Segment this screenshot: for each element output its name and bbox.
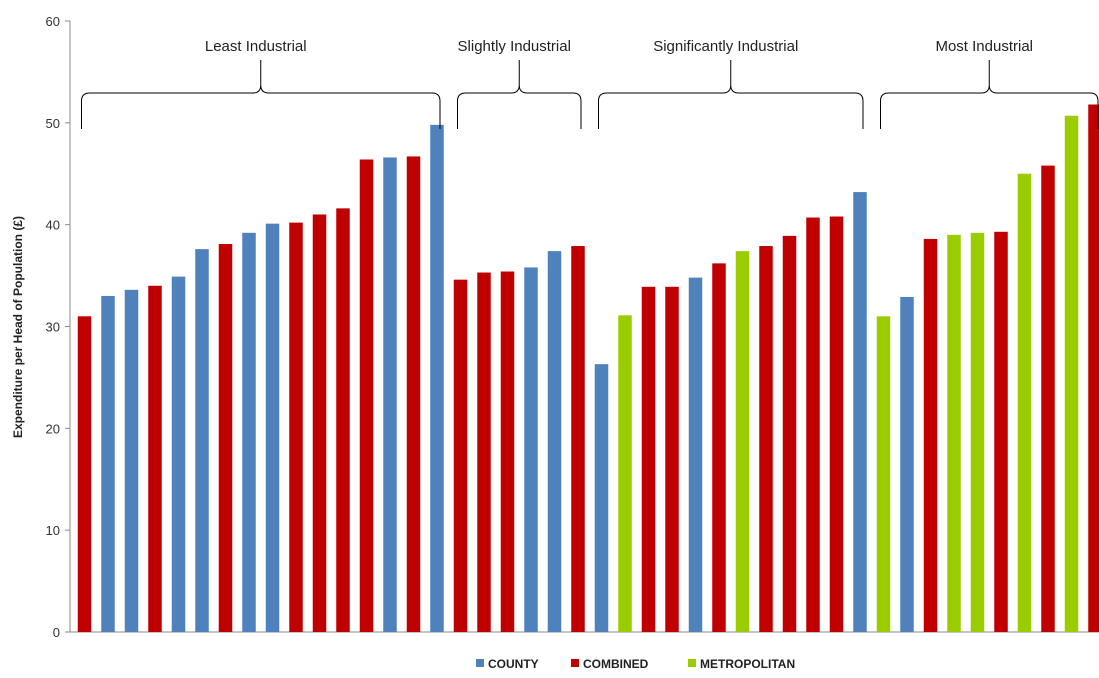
bar [383, 157, 397, 632]
bar [712, 263, 726, 632]
bar [312, 214, 327, 632]
bar [430, 124, 444, 633]
bar [547, 251, 562, 633]
bar [947, 234, 961, 632]
group-label: Most Industrial [935, 38, 1033, 55]
bar [242, 232, 256, 632]
bar [1041, 165, 1055, 632]
bar [265, 223, 280, 633]
bar [124, 289, 139, 632]
bar [594, 364, 609, 632]
bar [171, 276, 186, 632]
y-tick-label: 0 [53, 625, 60, 640]
bar [900, 296, 914, 632]
legend-swatch [571, 659, 579, 667]
bar [782, 235, 797, 632]
group-braces: Least Industrial Slightly Industrial Signi… [81, 38, 1099, 129]
bar [148, 285, 162, 632]
bar [970, 232, 985, 632]
bar [641, 286, 656, 632]
group-label: Slightly Industrial [458, 38, 571, 55]
bar [101, 295, 115, 632]
bar [289, 222, 303, 632]
bar [876, 316, 891, 632]
bar [994, 231, 1008, 633]
group-brace [457, 60, 582, 129]
bars [77, 104, 1099, 633]
bar [218, 244, 233, 632]
bar [665, 286, 679, 632]
group-brace [880, 60, 1099, 129]
group-brace [81, 60, 441, 129]
bar [336, 208, 350, 632]
bar [571, 246, 585, 632]
bar [853, 192, 867, 632]
legend-label: COUNTY [488, 657, 539, 671]
bar [500, 271, 515, 632]
bar [359, 159, 374, 632]
y-tick-label: 10 [46, 523, 60, 538]
y-tick-label: 20 [46, 421, 60, 436]
group-label: Significantly Industrial [653, 38, 798, 55]
bar [688, 277, 703, 632]
legend-label: COMBINED [583, 657, 649, 671]
bar [1064, 115, 1079, 632]
bar [1088, 104, 1099, 632]
bar [618, 315, 632, 632]
bar [829, 216, 844, 632]
bar [735, 251, 750, 633]
y-tick-label: 50 [46, 116, 60, 131]
bar [524, 267, 538, 632]
bar [453, 279, 468, 632]
legend-swatch [476, 659, 484, 667]
bar [477, 272, 491, 632]
y-tick-label: 30 [46, 320, 60, 335]
legend-swatch [688, 659, 696, 667]
y-tick-label: 40 [46, 218, 60, 233]
bar [195, 249, 209, 632]
group-label: Least Industrial [205, 38, 307, 55]
bar [406, 156, 421, 632]
legend-label: METROPOLITAN [700, 657, 795, 671]
bar [806, 217, 820, 632]
y-tick-label: 60 [46, 14, 60, 29]
bar [759, 246, 773, 632]
y-axis-label: Expenditure per Head of Population (£) [11, 216, 25, 438]
bar [923, 238, 938, 632]
bar [1017, 173, 1032, 632]
group-brace [598, 60, 864, 129]
legend: COUNTY COMBINED METROPOLITAN [476, 657, 795, 671]
bar [77, 316, 92, 632]
